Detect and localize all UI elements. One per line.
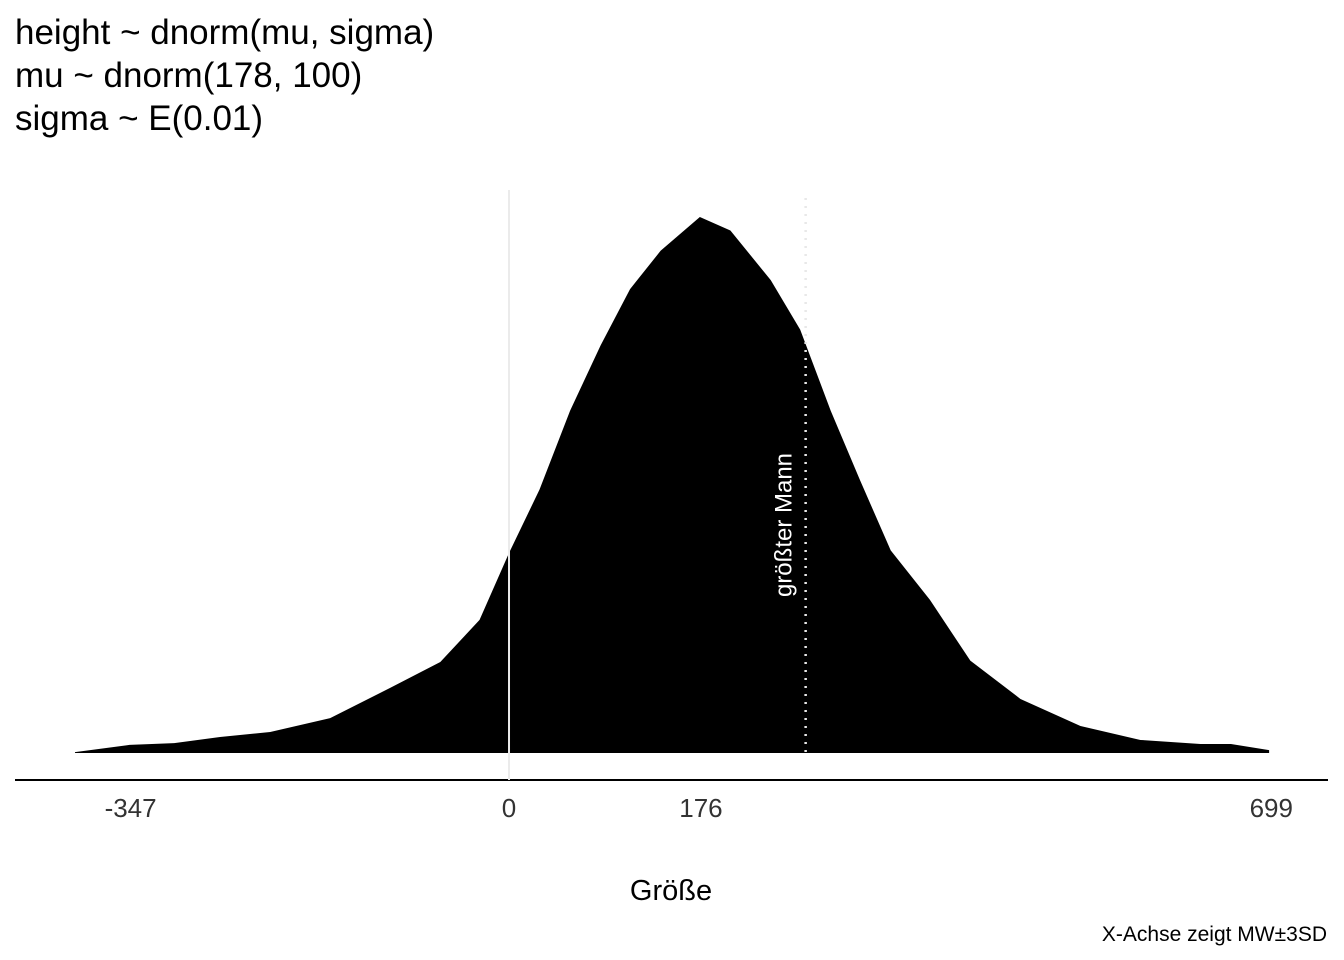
x-tick-label: -347: [105, 793, 157, 823]
annotation-text: größter Mann: [771, 453, 798, 597]
caption: X-Achse zeigt MW±3SD: [1102, 923, 1327, 946]
density-area: [74, 217, 1270, 754]
title-line: mu ~ dnorm(178, 100): [15, 56, 362, 95]
x-tick-label: 176: [679, 793, 722, 823]
x-tick-label: 0: [502, 793, 516, 823]
title-line: height ~ dnorm(mu, sigma): [15, 13, 434, 52]
title-line: sigma ~ E(0.01): [15, 99, 263, 138]
x-tick-label: 699: [1250, 793, 1293, 823]
x-axis-label: Größe: [630, 875, 712, 907]
